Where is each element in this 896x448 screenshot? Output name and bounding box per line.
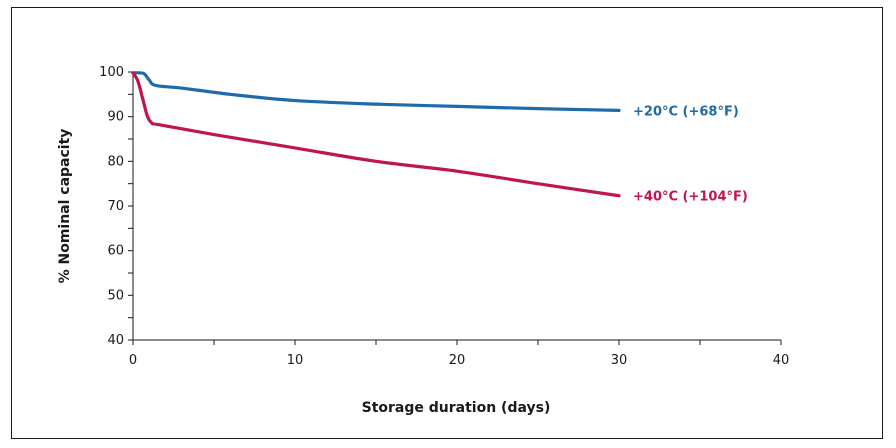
y-tick-label: 100 [99, 65, 124, 80]
y-axis-ticks: 40 50 60 70 80 90 100 [99, 65, 133, 348]
y-tick-label: 70 [107, 199, 124, 214]
series-labels: +20°C (+68°F) +40°C (+104°F) [633, 104, 748, 204]
series-label-1: +40°C (+104°F) [633, 190, 748, 205]
series-line-1 [131, 71, 621, 198]
x-axis-title: Storage duration (days) [362, 400, 551, 416]
x-tick-label: 30 [611, 353, 628, 368]
series-label-0: +20°C (+68°F) [633, 104, 739, 119]
x-axis-ticks: 0 10 20 30 40 [129, 340, 789, 368]
x-tick-label: 40 [773, 353, 790, 368]
y-tick-label: 80 [107, 154, 124, 169]
y-tick-label: 40 [107, 333, 124, 348]
y-tick-label: 50 [107, 288, 124, 303]
y-tick-label: 60 [107, 244, 124, 259]
x-tick-label: 10 [287, 353, 304, 368]
series-lines [131, 71, 621, 198]
series-line-0 [131, 71, 621, 113]
chart-frame [11, 7, 883, 439]
y-axis-title: % Nominal capacity [57, 129, 73, 284]
x-tick-label: 0 [129, 353, 137, 368]
y-tick-label: 90 [107, 110, 124, 125]
x-tick-label: 20 [449, 353, 466, 368]
